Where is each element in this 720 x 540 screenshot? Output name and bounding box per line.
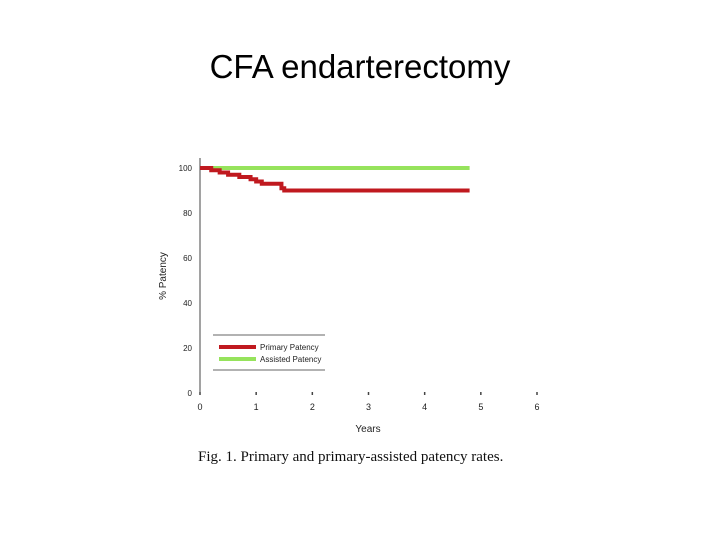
y-tick-label: 40 (183, 299, 192, 308)
chart-series (200, 166, 470, 193)
x-tick-label: 2 (310, 402, 315, 412)
series-line-primary-patency (200, 166, 470, 193)
figure-caption: Fig. 1. Primary and primary-assisted pat… (198, 449, 504, 465)
y-tick-label: 0 (188, 389, 193, 398)
x-tick-label: 1 (254, 402, 259, 412)
x-tick-label: 3 (366, 402, 371, 412)
x-tick-label: 4 (422, 402, 427, 412)
y-axis-label: % Patency (158, 252, 169, 300)
y-tick-label: 20 (183, 344, 192, 353)
x-axis-ticks: 0 1 2 3 4 5 6 (197, 392, 540, 412)
legend-label: Primary Patency (260, 343, 319, 352)
x-axis-label: Years (355, 424, 380, 435)
y-axis-ticks: 0 20 40 60 80 100 (179, 164, 193, 398)
y-tick-label: 80 (183, 209, 192, 218)
chart-legend: Primary Patency Assisted Patency (213, 334, 325, 371)
y-tick-label: 60 (183, 254, 192, 263)
x-tick-label: 5 (478, 402, 483, 412)
y-tick-label: 100 (179, 164, 193, 173)
slide-title: CFA endarterectomy (209, 48, 511, 85)
x-tick-label: 6 (534, 402, 539, 412)
legend-label: Assisted Patency (260, 355, 321, 364)
x-tick-label: 0 (197, 402, 202, 412)
